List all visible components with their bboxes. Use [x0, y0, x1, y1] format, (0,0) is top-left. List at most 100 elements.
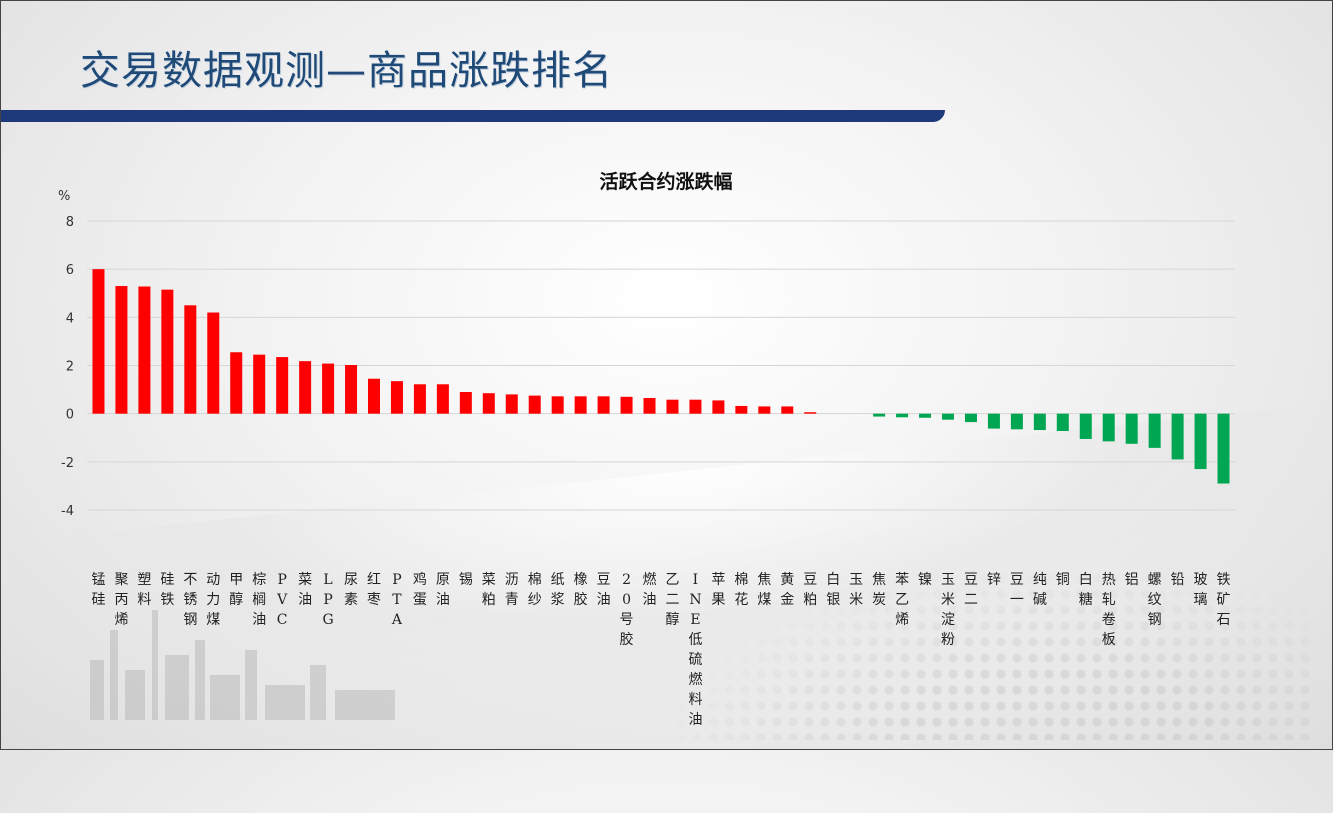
x-category-label: 乙二醇 [665, 572, 679, 628]
bar-黄金 [781, 406, 794, 414]
bar-锌 [987, 413, 1000, 429]
x-category-label: 聚丙烯 [114, 572, 128, 628]
bar-菜粕 [482, 393, 495, 414]
x-category-label: 硅铁 [160, 572, 174, 608]
bar-INE低硫燃料油 [689, 399, 702, 414]
x-category-label: 豆油 [597, 572, 611, 608]
bar-chart: 活跃合约涨跌幅 % 8 6 4 2 0 -2 -4 锰硅聚丙烯塑料硅铁不锈钢动力煤甲醇棕榈油… [58, 170, 1235, 728]
x-category-label: 燃油 [643, 571, 657, 608]
x-category-label: 焦煤 [757, 572, 771, 608]
bar-铜 [1056, 413, 1069, 432]
bar-玻璃 [1194, 413, 1207, 470]
x-category-label: 铁矿石 [1217, 572, 1231, 628]
bar-焦炭 [873, 413, 886, 417]
bar-棕榈油 [253, 354, 266, 414]
x-category-label: 螺纹钢 [1148, 572, 1162, 628]
y-tick-label: 8 [66, 215, 74, 230]
bar-锡 [459, 391, 472, 414]
bar-甲醇 [230, 352, 243, 414]
x-category-label: 铝 [1125, 572, 1139, 588]
bar-纸浆 [551, 396, 564, 414]
y-axis-unit-label: % [58, 189, 70, 204]
bar-热轧卷板 [1102, 413, 1115, 442]
x-category-label: 锌 [987, 572, 1001, 588]
x-category-label: 菜粕 [482, 572, 496, 608]
x-category-label: 铅 [1171, 572, 1185, 588]
bar-豆油 [597, 396, 610, 414]
bar-菜油 [299, 361, 312, 414]
x-category-label: 2 0 号胶 [620, 572, 634, 648]
bar-动力煤 [207, 312, 220, 414]
x-category-label: I N E 低硫燃料油 [688, 572, 702, 728]
x-category-label: 热轧卷板 [1102, 572, 1116, 648]
x-category-label: 红枣 [367, 572, 381, 608]
x-category-label: 苯乙烯 [895, 571, 909, 628]
x-category-label: 沥青 [505, 572, 519, 608]
x-category-label: 豆粕 [803, 572, 817, 608]
x-category-label: 玉米 [849, 572, 863, 608]
bar-LPG [322, 363, 335, 414]
title-underline-bar [0, 110, 945, 122]
bar-棉纱 [528, 395, 541, 414]
bar-镍 [919, 413, 932, 418]
bar-PVC [276, 357, 289, 414]
x-category-label: 棕榈油 [252, 572, 266, 628]
x-category-label: 玉米淀粉 [941, 572, 955, 648]
bar-不锈钢 [184, 305, 197, 414]
bar-PTA [390, 381, 403, 414]
x-category-label: 不锈钢 [183, 572, 197, 628]
bar-沥青 [505, 394, 518, 414]
bar-原油 [436, 384, 449, 414]
bar-玉米淀粉 [942, 413, 954, 420]
bar-苹果 [712, 400, 725, 414]
x-category-label: 锡 [459, 572, 473, 588]
bar-乙二醇 [666, 399, 679, 414]
bar-铅 [1171, 413, 1184, 460]
x-category-label: 橡胶 [574, 572, 588, 608]
slide-title: 交易数据观测—商品涨跌排名 [80, 48, 613, 94]
x-category-label: 锰硅 [91, 572, 105, 608]
bar-塑料 [138, 286, 151, 414]
bar-铝 [1125, 413, 1138, 444]
bar-聚丙烯 [115, 286, 128, 414]
x-category-label: 原油 [436, 572, 450, 608]
bar-棉花 [735, 405, 748, 414]
bar-豆一 [1010, 413, 1023, 430]
bar-豆二 [964, 413, 977, 423]
x-category-label: 豆二 [964, 572, 978, 608]
bar-红枣 [368, 378, 380, 414]
x-category-label: 纯碱 [1033, 572, 1047, 608]
bar-纯碱 [1033, 413, 1046, 431]
x-category-label: 铜 [1056, 572, 1070, 588]
bar-苯乙烯 [896, 413, 909, 418]
background-skyline [80, 600, 410, 720]
bar-螺纹钢 [1148, 413, 1161, 448]
x-category-label: 焦炭 [872, 572, 886, 608]
x-category-label: 棉纱 [528, 571, 542, 608]
bar-锰硅 [92, 269, 105, 414]
bar-豆粕 [804, 412, 817, 414]
bar-硅铁 [161, 289, 174, 414]
y-tick-label: 6 [66, 263, 74, 278]
y-tick-label: -4 [61, 504, 74, 519]
x-category-label: 纸浆 [551, 572, 565, 608]
y-tick-label: -2 [61, 456, 74, 471]
x-category-label: 白银 [826, 572, 840, 608]
bar-焦煤 [758, 406, 771, 414]
x-category-label: 棉花 [734, 571, 748, 608]
x-category-label: 镍 [918, 572, 932, 588]
bar-铁矿石 [1217, 413, 1230, 484]
x-category-label: 苹果 [711, 572, 725, 608]
x-category-label: 黄金 [780, 571, 794, 608]
x-category-label: 动力煤 [206, 572, 220, 628]
y-axis-ticks: 8 6 4 2 0 -2 -4 [61, 215, 74, 519]
x-category-label: 尿素 [344, 572, 358, 608]
x-category-label: 鸡蛋 [413, 571, 427, 608]
x-category-label: 菜油 [298, 572, 312, 608]
x-category-label: 白糖 [1079, 572, 1093, 608]
bar-尿素 [345, 365, 358, 414]
